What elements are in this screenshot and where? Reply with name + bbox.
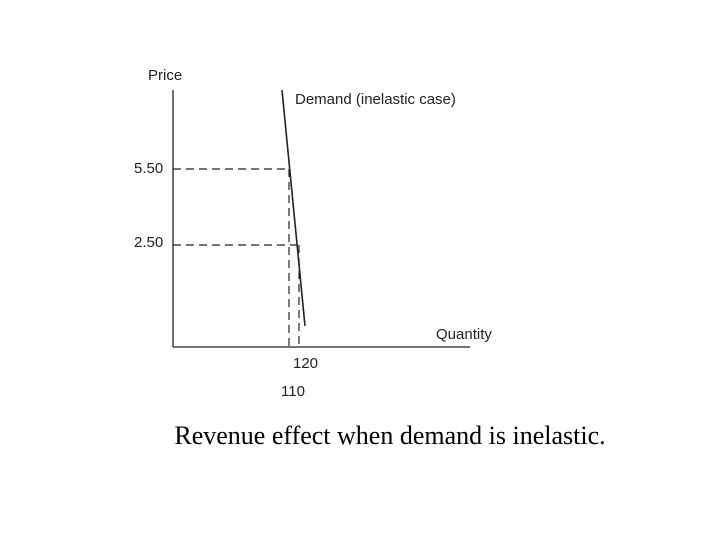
- price-label: 5.50: [134, 160, 163, 177]
- curve-label: Demand (inelastic case): [295, 91, 456, 108]
- demand-curve: [281, 89, 306, 327]
- y-axis-label: Price: [148, 67, 182, 84]
- caption: Revenue effect when demand is inelastic.: [174, 421, 605, 450]
- quantity-label: 110: [281, 383, 305, 400]
- quantity-label: 120: [293, 355, 318, 372]
- x-axis-label: Quantity: [436, 326, 492, 343]
- price-label: 2.50: [134, 234, 163, 251]
